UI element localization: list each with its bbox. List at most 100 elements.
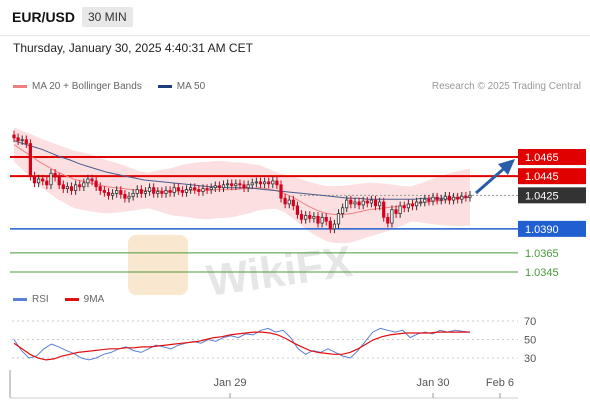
candle-body	[324, 216, 328, 222]
candle-body	[225, 183, 230, 186]
candle-body	[123, 193, 127, 199]
candle-body	[340, 207, 345, 214]
candle-body	[74, 184, 78, 192]
rsi-9ma-line	[13, 331, 470, 361]
legend-label-ma50: MA 50	[176, 81, 206, 92]
candle-body	[427, 198, 431, 202]
x-axis-label: Jan 29	[213, 377, 246, 389]
candle-body	[57, 176, 61, 186]
candle-body	[94, 180, 98, 188]
candle-body	[262, 181, 267, 185]
price-tag-support	[518, 220, 586, 237]
candle-body	[82, 182, 86, 188]
candle-body	[160, 191, 164, 194]
header-divider	[0, 35, 590, 36]
price-level-label: 1.0465	[525, 152, 559, 164]
candle-body	[234, 183, 238, 187]
candle-body	[201, 188, 205, 192]
candle-body	[439, 198, 443, 201]
price-level-label: 1.0345	[525, 267, 559, 279]
candle-body	[460, 195, 464, 200]
candle-body	[221, 184, 226, 189]
candle-body	[283, 197, 287, 205]
price-tag-resistance	[518, 168, 586, 185]
candle-body	[299, 214, 304, 220]
candle-body	[382, 201, 386, 218]
candle-body	[468, 194, 472, 198]
candle-body	[106, 192, 111, 196]
candle-body	[406, 203, 411, 209]
rsi-axis-label: 50	[524, 335, 536, 347]
candle-body	[16, 137, 20, 142]
candle-body	[24, 139, 28, 144]
bollinger-band-area	[14, 127, 470, 244]
candle-body	[65, 186, 69, 189]
legend-swatch-9ma	[64, 298, 79, 301]
price-tag-resistance	[518, 149, 586, 165]
candle-body	[69, 186, 74, 191]
candle-body	[254, 181, 258, 184]
legend-label-ma20: MA 20 + Bollinger Bands	[32, 81, 142, 92]
candle-body	[213, 185, 217, 188]
candle-body	[188, 187, 193, 190]
candle-body	[205, 188, 209, 191]
candle-body	[275, 180, 279, 186]
candle-body	[238, 183, 242, 186]
candle-body	[102, 190, 106, 193]
candle-body	[12, 134, 16, 139]
candle-body	[90, 178, 94, 182]
candle-body	[49, 172, 53, 186]
candle-body	[250, 182, 254, 186]
candle-body	[41, 178, 45, 182]
candle-body	[45, 180, 49, 186]
candle-body	[357, 201, 361, 206]
x-axis-label: Feb 6	[486, 377, 514, 389]
candle-body	[312, 215, 316, 219]
candle-body	[419, 201, 423, 204]
watermark-logo-icon	[128, 235, 188, 295]
candle-body	[456, 196, 460, 200]
candle-body	[394, 209, 398, 214]
x-axis-label: Jan 30	[416, 377, 449, 389]
candle-body	[168, 190, 172, 193]
candle-body	[320, 216, 324, 224]
candle-body	[246, 184, 250, 189]
candle-body	[139, 189, 143, 194]
candle-body	[230, 183, 234, 187]
price-level-label: 1.0390	[525, 224, 559, 236]
candle-body	[267, 181, 271, 185]
watermark-text: WikiFX	[204, 237, 356, 306]
candle-body	[345, 199, 349, 209]
candle-body	[369, 199, 374, 204]
rsi-axis-label: 70	[524, 316, 536, 328]
candle-body	[451, 196, 456, 201]
candle-body	[431, 196, 435, 202]
candle-body	[447, 195, 452, 201]
candle-body	[156, 191, 160, 194]
candle-body	[86, 178, 90, 184]
forecast-arrow-icon	[498, 159, 515, 175]
candle-body	[32, 175, 37, 184]
candle-body	[78, 184, 82, 188]
candle-body	[53, 172, 57, 178]
candle-body	[398, 205, 402, 214]
candle-body	[414, 201, 419, 207]
candle-body	[28, 143, 33, 177]
candle-body	[111, 192, 115, 196]
candle-body	[377, 201, 382, 207]
candle-body	[98, 186, 102, 191]
candle-body	[176, 187, 180, 191]
legend-swatch-ma50	[157, 85, 172, 88]
candle-body	[361, 200, 365, 206]
legend-item-rsi: RSI	[13, 294, 49, 305]
candle-body	[209, 187, 213, 190]
candle-body	[271, 180, 275, 185]
candle-body	[423, 198, 427, 203]
forecast-arrow-line	[475, 163, 509, 195]
candle-body	[131, 192, 135, 197]
candle-body	[193, 187, 197, 190]
timeframe-badge[interactable]: 30 MIN	[82, 7, 133, 27]
currency-pair-title: EUR/USD	[12, 9, 76, 25]
candle-body	[152, 187, 156, 194]
